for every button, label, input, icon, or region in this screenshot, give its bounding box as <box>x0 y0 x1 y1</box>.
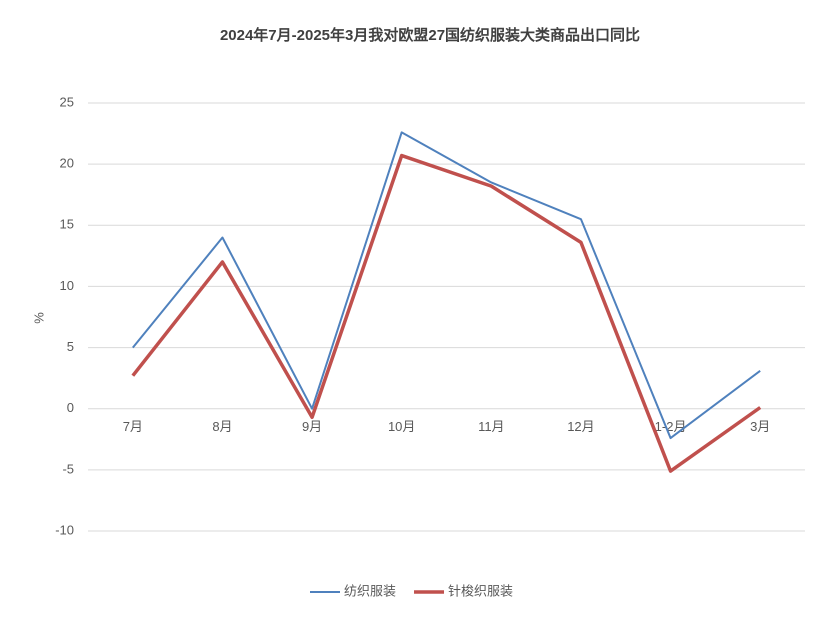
x-tick-label: 1-2月 <box>655 419 687 434</box>
y-tick-label: 0 <box>67 400 74 415</box>
x-tick-label: 8月 <box>212 419 232 434</box>
x-tick-label: 9月 <box>302 419 322 434</box>
y-tick-label: 20 <box>60 156 74 171</box>
y-tick-label: -5 <box>62 461 74 476</box>
y-tick-label: -10 <box>55 522 74 537</box>
x-tick-label: 3月 <box>750 419 770 434</box>
y-tick-label: 15 <box>60 217 74 232</box>
x-tick-label: 11月 <box>478 419 505 434</box>
series-line <box>132 131 761 440</box>
x-tick-label: 12月 <box>567 419 594 434</box>
y-tick-label: 25 <box>60 94 74 109</box>
y-tick-label: 10 <box>60 278 74 293</box>
x-tick-label: 7月 <box>123 419 143 434</box>
y-axis-label: % <box>31 312 46 324</box>
series-line <box>131 153 762 473</box>
legend-label: 针梭织服装 <box>448 583 513 598</box>
chart-title: 2024年7月-2025年3月我对欧盟27国纺织服装大类商品出口同比 <box>220 26 640 44</box>
x-tick-label: 10月 <box>388 419 415 434</box>
legend-label: 纺织服装 <box>344 583 396 598</box>
y-tick-label: 5 <box>67 339 74 354</box>
